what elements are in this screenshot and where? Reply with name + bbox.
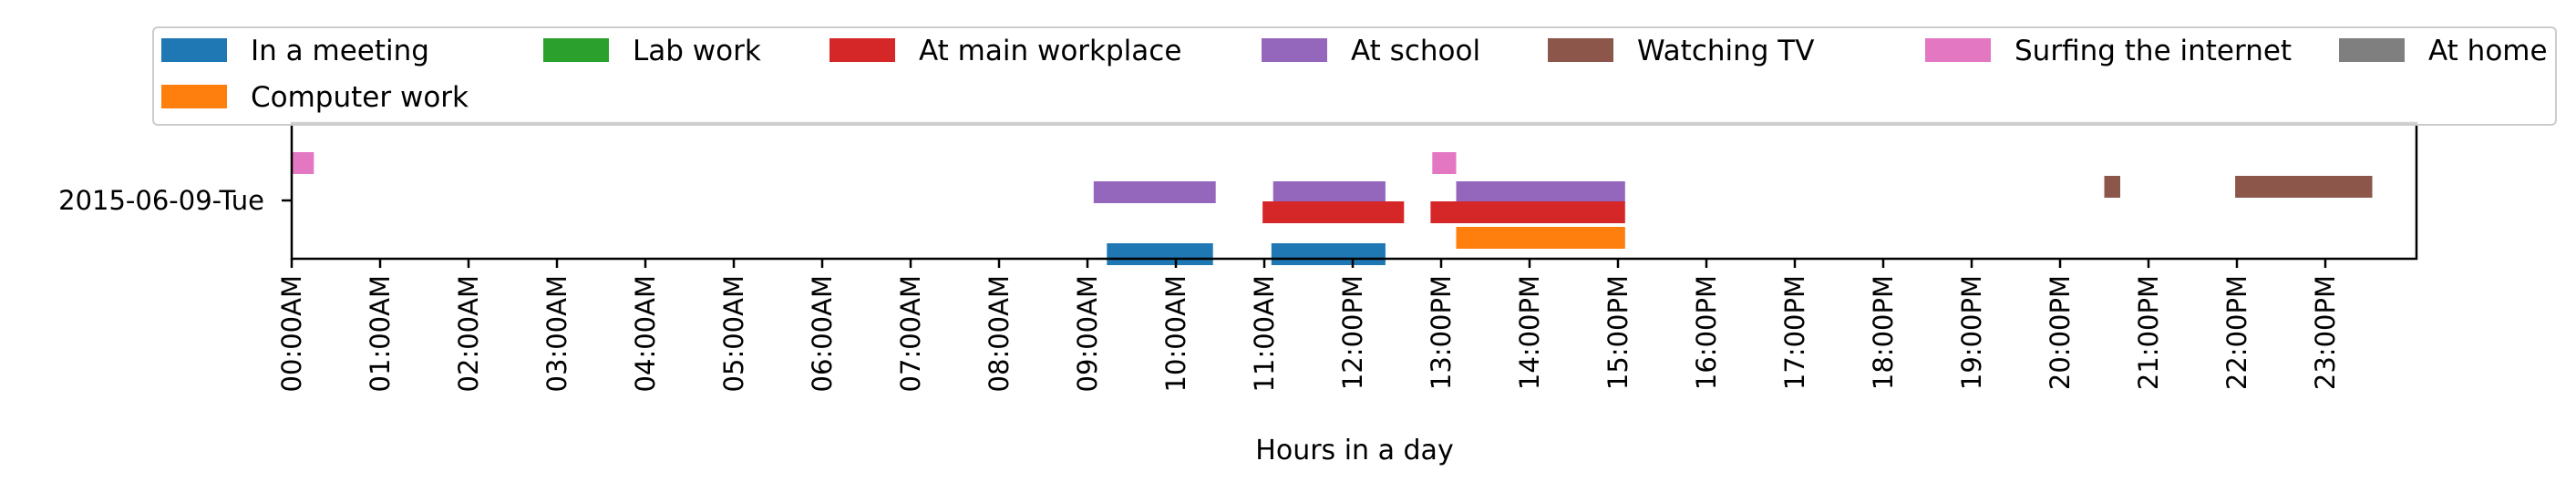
x-axis: 00:00AM 01:00AM 02:00AM 03:00AM 04:00AM 05:00… [276, 259, 2341, 392]
x-tick-label: 13:00PM [1426, 275, 1457, 390]
legend-swatch [1548, 38, 1613, 62]
x-tick-label: 16:00PM [1691, 275, 1722, 390]
x-tick-label: 04:00AM [630, 275, 661, 392]
x-axis-label: Hours in a day [1255, 435, 1453, 466]
x-tick-label: 11:00AM [1249, 275, 1280, 392]
legend-label: At main workplace [919, 35, 1181, 67]
x-tick-label: 12:00PM [1337, 275, 1368, 390]
bar-watching-tv-0 [2104, 176, 2120, 198]
x-tick-label: 10:00AM [1160, 275, 1191, 392]
legend-label: At school [1351, 35, 1480, 67]
legend-label: In a meeting [251, 35, 429, 67]
y-axis: 2015-06-09-Tue [58, 185, 292, 216]
legend-label: Computer work [251, 81, 469, 114]
x-tick-label: 15:00PM [1602, 275, 1633, 390]
x-tick-label: 05:00AM [718, 275, 749, 392]
bars-layer [292, 152, 2373, 265]
legend: In a meeting Lab work At main workplace At … [152, 26, 2557, 126]
legend-swatch [1925, 38, 1991, 62]
x-tick-label: 06:00AM [807, 275, 838, 392]
legend-swatch [161, 38, 227, 62]
legend-swatch [161, 85, 227, 108]
legend-swatch [543, 38, 609, 62]
legend-label: Watching TV [1637, 35, 1814, 67]
x-tick-label: 20:00PM [2045, 275, 2076, 390]
x-tick-label: 02:00AM [453, 275, 484, 392]
x-tick-label: 21:00PM [2133, 275, 2164, 390]
x-tick-label: 01:00AM [365, 275, 396, 392]
bar-watching-tv-1 [2235, 176, 2373, 198]
x-tick-label: 09:00AM [1072, 275, 1103, 392]
x-tick-label: 17:00PM [1779, 275, 1810, 390]
bar-surfing-the-internet-1 [1432, 152, 1457, 174]
bar-at-main-workplace-1 [1430, 201, 1625, 223]
bar-at-main-workplace-0 [1262, 201, 1405, 223]
legend-swatch [829, 38, 895, 62]
legend-swatch [1262, 38, 1327, 62]
x-tick-label: 08:00AM [984, 275, 1015, 392]
bar-in-a-meeting-1 [1271, 243, 1386, 265]
x-tick-label: 03:00AM [541, 275, 572, 392]
y-tick-label: 2015-06-09-Tue [58, 185, 264, 216]
x-tick-label: 22:00PM [2221, 275, 2252, 390]
x-tick-label: 00:00AM [276, 275, 307, 392]
x-tick-label: 07:00AM [895, 275, 926, 392]
bar-computer-work-0 [1456, 227, 1625, 249]
bar-surfing-the-internet-0 [292, 152, 314, 174]
legend-label: At home [2428, 35, 2548, 67]
bar-in-a-meeting-0 [1107, 243, 1213, 265]
bar-at-school-0 [1093, 181, 1216, 203]
bar-at-school-1 [1273, 181, 1386, 203]
x-tick-label: 14:00PM [1514, 275, 1545, 390]
x-tick-label: 19:00PM [1956, 275, 1987, 390]
x-tick-label: 18:00PM [1868, 275, 1899, 390]
bar-at-school-2 [1456, 181, 1625, 203]
x-tick-label: 23:00PM [2310, 275, 2341, 390]
legend-swatch [2339, 38, 2405, 62]
legend-label: Lab work [633, 35, 761, 67]
legend-label: Surfing the internet [2014, 35, 2292, 67]
